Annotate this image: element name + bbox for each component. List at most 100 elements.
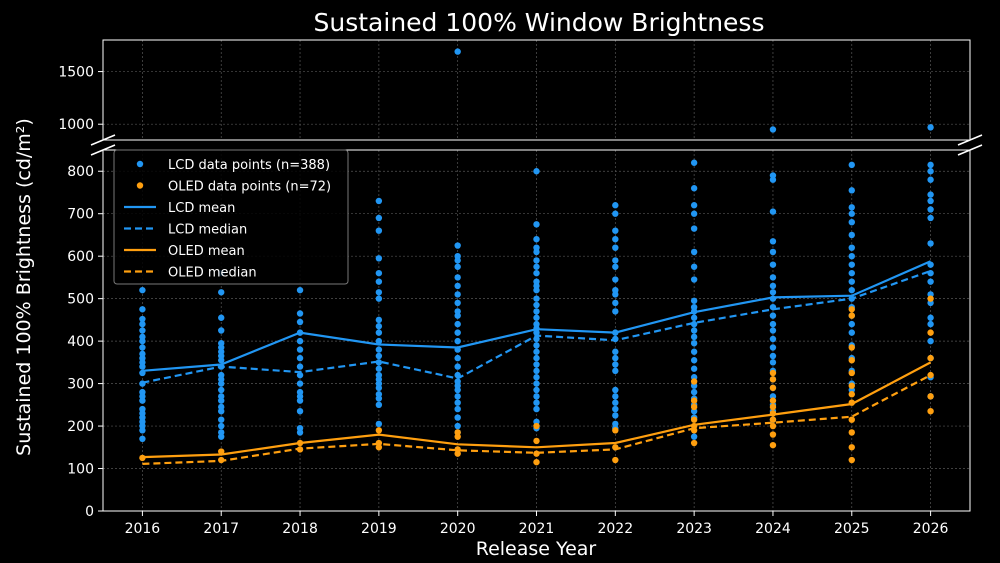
lcd-data-point [375, 401, 383, 409]
lcd-data-point [612, 299, 619, 307]
lcd-data-point [139, 363, 146, 370]
lcd-data-point [927, 197, 934, 205]
lcd-data-point [218, 314, 225, 321]
lcd-data-point [139, 397, 146, 404]
lcd-data-point [690, 357, 698, 364]
lcd-data-point [769, 274, 777, 281]
lcd-data-point [612, 361, 619, 368]
lcd-data-point [533, 235, 540, 243]
lcd-data-point [848, 320, 855, 328]
lcd-data-point [533, 257, 540, 264]
lcd-data-point [690, 297, 698, 304]
oled-data-point [454, 433, 461, 440]
lcd-data-point [533, 342, 540, 349]
lcd-data-point [927, 314, 934, 321]
legend-label: LCD data points (n=388) [168, 158, 330, 173]
oled-data-point [533, 437, 540, 445]
oled-data-point [769, 441, 777, 449]
lcd-data-point [533, 367, 540, 375]
lcd-data-point [296, 286, 304, 294]
lcd-data-point [769, 320, 777, 328]
lcd-data-point [927, 337, 934, 345]
lcd-data-point [375, 420, 383, 428]
lcd-data-point [690, 276, 698, 283]
axes [90, 39, 983, 516]
axis-break-mark [90, 134, 116, 146]
lcd-data-point [375, 346, 383, 353]
lcd-data-point [690, 348, 698, 355]
lcd-data-point [612, 329, 619, 336]
lcd-data-point [375, 359, 383, 366]
lcd-data-point [375, 316, 383, 324]
lcd-data-point [454, 393, 461, 400]
oled-data-point [848, 382, 855, 389]
lcd-data-point [769, 248, 777, 256]
legend-label: LCD mean [168, 201, 235, 216]
lcd-data-point [139, 306, 146, 313]
lcd-data-point [454, 414, 461, 421]
lcd-data-point [454, 405, 461, 413]
lcd-data-point [612, 276, 619, 283]
lcd-data-point [769, 261, 777, 268]
oled-median-line [142, 374, 932, 465]
lcd-data-point [139, 369, 146, 377]
oled-data-point [848, 312, 855, 319]
y-tick-label: 400 [67, 334, 94, 350]
lcd-data-point [454, 363, 461, 370]
lcd-data-point [690, 340, 698, 347]
lcd-data-point [690, 248, 698, 256]
lcd-data-point [848, 286, 855, 294]
oled-data-point [769, 384, 777, 392]
oled-data-point [848, 391, 855, 398]
lcd-data-point [218, 416, 225, 423]
oled-data-point [296, 446, 304, 453]
legend-marker [136, 182, 144, 189]
lcd-data-point [375, 295, 383, 302]
lcd-data-point [927, 124, 934, 131]
oled-data-point [454, 450, 461, 457]
lcd-data-point [612, 348, 619, 355]
oled-data-point [927, 295, 934, 302]
axis-break-mark [957, 144, 983, 156]
lcd-data-point [375, 395, 383, 402]
lcd-data-point [375, 352, 383, 360]
x-tick-label: 2016 [125, 521, 161, 537]
lcd-data-point [218, 422, 225, 430]
lcd-data-point [533, 221, 540, 228]
y-tick-label: 600 [67, 249, 94, 265]
oled-data-point [927, 407, 934, 415]
lcd-data-point [454, 263, 461, 270]
lcd-data-point [454, 320, 461, 328]
oled-data-point [218, 456, 225, 464]
lcd-data-point [612, 405, 619, 413]
lcd-data-point [533, 386, 540, 394]
lcd-data-point [296, 318, 304, 326]
lcd-data-point [139, 380, 146, 387]
lcd-data-point [375, 289, 383, 296]
lcd-data-point [927, 161, 934, 169]
oled-data-point [612, 427, 619, 434]
lcd-data-point [612, 263, 619, 270]
oled-data-point [848, 429, 855, 436]
lcd-data-point [927, 176, 934, 183]
lcd-data-point [690, 333, 698, 341]
lcd-data-point [375, 214, 383, 222]
lcd-data-point [218, 433, 225, 440]
oled-data-point [769, 410, 777, 417]
lcd-data-point [454, 422, 461, 430]
oled-data-point [848, 357, 855, 364]
lcd-data-point [690, 159, 698, 166]
lcd-data-point [218, 397, 225, 404]
x-tick-label: 2023 [676, 521, 712, 537]
tick-labels: 2016 2017 2018 2019 2020 2021 2022 2023 2024 2025… [58, 65, 948, 537]
lcd-data-point [848, 278, 855, 285]
oled-data-point [769, 422, 777, 430]
data-points [139, 48, 934, 466]
lcd-data-point [769, 176, 777, 183]
y-tick-label: 300 [67, 377, 94, 393]
lcd-data-point [533, 380, 540, 387]
x-tick-label: 2024 [755, 521, 791, 537]
lcd-data-point [454, 371, 461, 379]
oled-data-point [927, 329, 934, 336]
lcd-data-point [612, 227, 619, 234]
